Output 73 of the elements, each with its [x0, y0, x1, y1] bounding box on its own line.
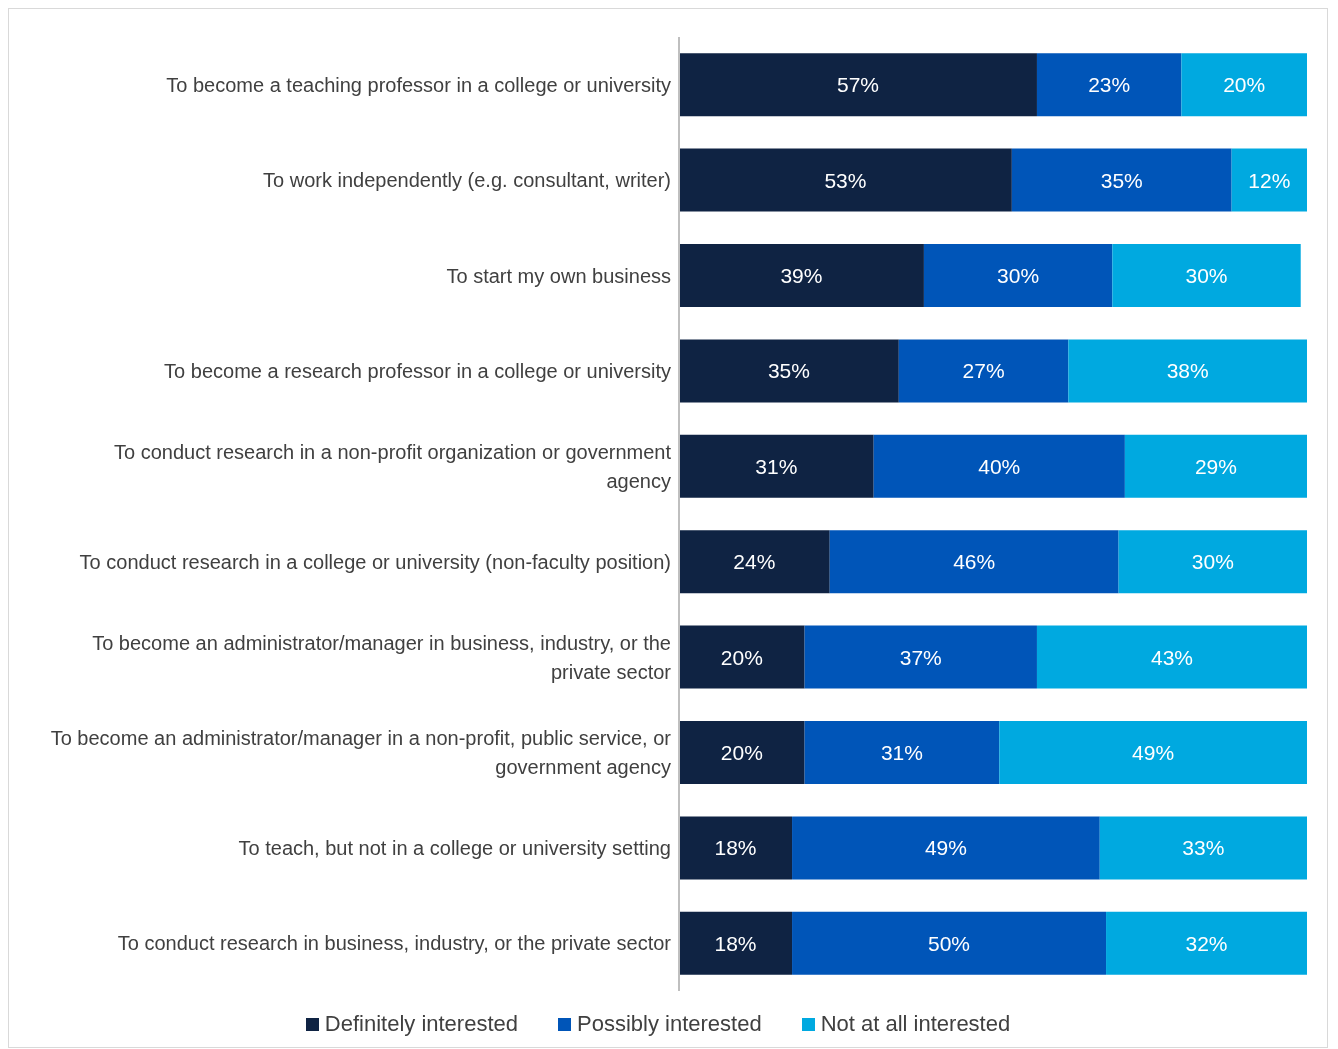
- data-label: 31%: [880, 741, 923, 765]
- data-label: 20%: [720, 741, 763, 765]
- data-label: 53%: [824, 168, 867, 192]
- data-label: 20%: [1223, 73, 1266, 97]
- bar: [1011, 148, 1232, 212]
- y-tick-label: To work independently (e.g. consultant, writer): [263, 169, 671, 192]
- bar: [679, 53, 1037, 117]
- data-label: 30%: [1185, 264, 1228, 288]
- bar: [679, 339, 899, 403]
- y-tick-label: To teach, but not in a college or university setting: [238, 836, 671, 859]
- data-label: 30%: [1191, 550, 1234, 574]
- bar: [679, 625, 805, 689]
- y-tick-label: To become an administrator/manager in business, industry, or the private sector: [92, 631, 672, 683]
- bar: [1118, 530, 1307, 594]
- data-label: 50%: [928, 931, 971, 955]
- y-tick-label: To conduct research in business, industry, or the private sector: [117, 932, 672, 955]
- bar: [1036, 625, 1307, 689]
- bar: [679, 816, 793, 880]
- bar: [1106, 911, 1307, 975]
- y-tick-label: To become a teaching professor in a college or university: [166, 73, 671, 96]
- data-label: 31%: [755, 454, 798, 478]
- data-label: 49%: [924, 836, 967, 860]
- bar: [829, 530, 1119, 594]
- legend-label: Possibly interested: [576, 1011, 762, 1037]
- legend-label: Definitely interested: [323, 1011, 518, 1037]
- bar: [1099, 816, 1307, 880]
- bar: [898, 339, 1069, 403]
- bar: [1068, 339, 1307, 403]
- data-label: 43%: [1150, 645, 1193, 669]
- y-tick-label: To start my own business: [446, 264, 671, 287]
- bar: [999, 721, 1307, 785]
- data-label: 37%: [899, 645, 942, 669]
- bar: [792, 816, 1100, 880]
- data-label: 35%: [1100, 168, 1143, 192]
- data-label: 27%: [962, 359, 1005, 383]
- bar: [873, 434, 1125, 498]
- data-label: 35%: [767, 359, 810, 383]
- data-label: 40%: [978, 454, 1021, 478]
- legend-label: Not at all interested: [819, 1011, 1011, 1037]
- data-label: 18%: [714, 931, 757, 955]
- bar: [679, 721, 805, 785]
- data-label: 49%: [1132, 741, 1175, 765]
- bar: [1231, 148, 1307, 212]
- bar: [679, 148, 1012, 212]
- y-tick-label: To become a research professor in a college or university: [164, 359, 671, 382]
- data-label: 24%: [733, 550, 776, 574]
- data-label: 23%: [1088, 73, 1131, 97]
- bar: [1036, 53, 1182, 117]
- data-label: 30%: [997, 264, 1040, 288]
- data-label: 29%: [1194, 454, 1237, 478]
- bar: [1112, 244, 1301, 308]
- y-tick-label: To conduct research in a non-profit organization or government agency: [114, 440, 672, 492]
- y-tick-label: To become an administrator/manager in a non-profit, public service, or government agency: [50, 727, 672, 778]
- bar: [679, 530, 830, 594]
- y-tick-label: To conduct research in a college or university (non-faculty position): [79, 550, 671, 573]
- data-label: 57%: [836, 73, 879, 97]
- bar: [804, 721, 1000, 785]
- data-label: 38%: [1166, 359, 1209, 383]
- bar: [679, 911, 793, 975]
- data-label: 39%: [780, 264, 823, 288]
- data-label: 20%: [720, 645, 763, 669]
- bar: [1124, 434, 1307, 498]
- bar: [679, 434, 874, 498]
- bar: [923, 244, 1113, 308]
- data-label: 46%: [953, 550, 996, 574]
- bar: [792, 911, 1107, 975]
- data-label: 32%: [1185, 931, 1228, 955]
- bar: [679, 244, 924, 308]
- bar: [1181, 53, 1307, 117]
- data-label: 12%: [1248, 168, 1291, 192]
- data-label: 18%: [714, 836, 757, 860]
- data-label: 33%: [1182, 836, 1225, 860]
- bar: [804, 625, 1037, 689]
